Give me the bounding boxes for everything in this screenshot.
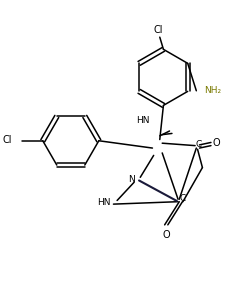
Text: C: C (179, 194, 185, 203)
Text: Cl: Cl (154, 25, 163, 35)
Text: NH₂: NH₂ (204, 85, 221, 95)
Text: O: O (163, 230, 170, 240)
Text: HN: HN (136, 116, 149, 125)
Text: N: N (128, 175, 135, 184)
Text: O: O (212, 138, 220, 148)
Text: HN: HN (97, 198, 110, 207)
Text: C: C (196, 140, 202, 149)
Text: Cl: Cl (3, 135, 12, 145)
